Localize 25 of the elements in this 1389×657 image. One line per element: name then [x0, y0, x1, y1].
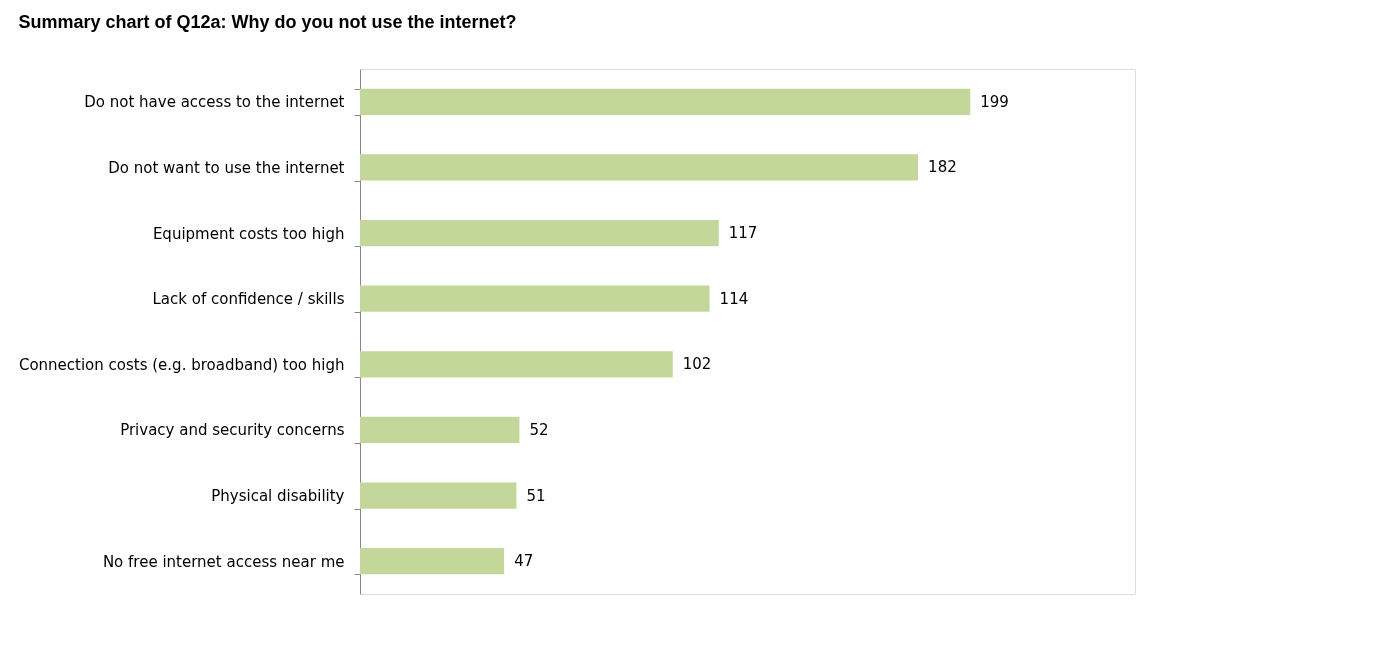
- y-tick-label: No free internet access near me: [102, 552, 345, 571]
- y-tick-label: Physical disability: [211, 487, 345, 506]
- data-label: 51: [526, 486, 546, 505]
- y-tick-label: Connection costs (e.g. broadband) too high: [18, 355, 345, 374]
- data-label: 52: [529, 420, 549, 439]
- y-tick-label: Privacy and security concerns: [120, 421, 345, 440]
- data-label: 117: [728, 224, 758, 243]
- bar: [360, 482, 517, 509]
- bar: [360, 351, 673, 378]
- bar: [360, 154, 919, 181]
- bar: [360, 219, 719, 247]
- y-tick-label: Lack of confidence / skills: [152, 290, 345, 309]
- data-label: 47: [514, 552, 534, 571]
- data-label: 102: [682, 355, 712, 374]
- y-tick-label: Do not want to use the internet: [108, 158, 345, 177]
- bar: [360, 548, 505, 575]
- y-tick-label: Equipment costs too high: [152, 224, 345, 243]
- data-label: 199: [980, 92, 1009, 111]
- data-label: 182: [928, 158, 957, 177]
- data-label: 114: [719, 289, 749, 308]
- bar: [360, 285, 710, 312]
- chart-title: Summary chart of Q12a: Why do you not use the internet?: [18, 12, 517, 32]
- bar: [360, 88, 971, 115]
- y-tick-label: Do not have access to the internet: [84, 93, 345, 112]
- bar: [360, 416, 520, 444]
